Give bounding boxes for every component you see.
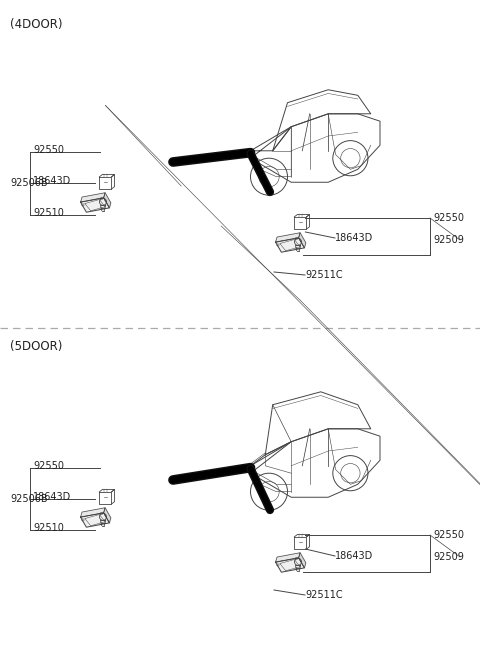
Polygon shape (299, 233, 306, 248)
Text: 92509: 92509 (433, 235, 464, 245)
Text: 92550: 92550 (433, 530, 464, 540)
Polygon shape (104, 193, 111, 208)
Polygon shape (276, 233, 300, 242)
Text: (5DOOR): (5DOOR) (10, 340, 62, 353)
Text: 18643D: 18643D (33, 492, 71, 502)
Text: 18643D: 18643D (335, 551, 373, 561)
Text: 92510: 92510 (33, 523, 64, 533)
Text: 92509: 92509 (433, 552, 464, 562)
Polygon shape (81, 508, 105, 517)
Text: 92511C: 92511C (305, 270, 343, 280)
Text: 18643D: 18643D (33, 176, 71, 186)
Text: 92511C: 92511C (305, 590, 343, 600)
Polygon shape (276, 558, 304, 572)
Polygon shape (104, 508, 111, 523)
Text: 92550: 92550 (33, 461, 64, 471)
Polygon shape (81, 198, 109, 212)
Polygon shape (81, 513, 109, 527)
Text: 18643D: 18643D (335, 233, 373, 243)
Polygon shape (276, 238, 304, 252)
Text: 92510: 92510 (33, 208, 64, 218)
Polygon shape (299, 553, 306, 568)
Text: (4DOOR): (4DOOR) (10, 18, 62, 31)
Text: 92550: 92550 (33, 145, 64, 155)
Text: 92550: 92550 (433, 213, 464, 223)
Polygon shape (276, 553, 300, 562)
Text: 92506B: 92506B (10, 494, 48, 504)
Polygon shape (81, 193, 105, 202)
Text: 92506B: 92506B (10, 178, 48, 188)
